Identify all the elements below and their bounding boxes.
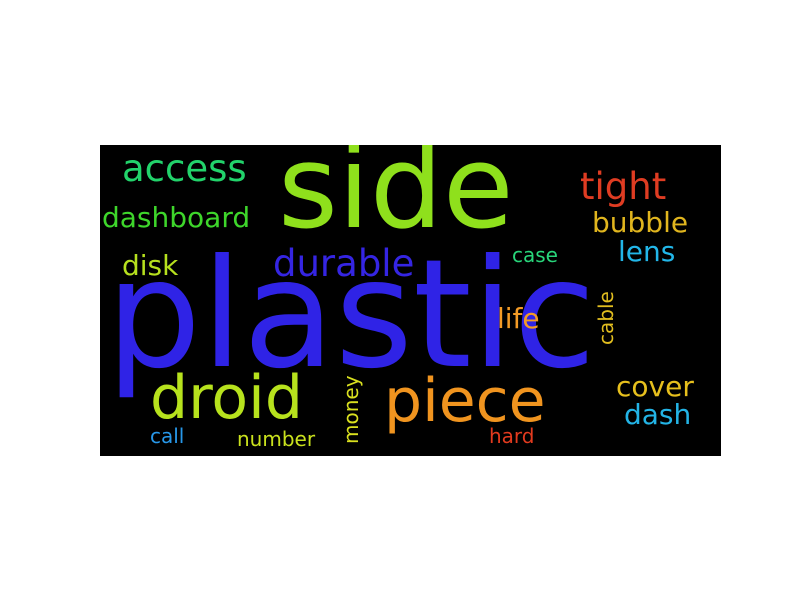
word-disk: disk [122,249,179,282]
word-plastic: plastic [106,228,596,402]
word-cable: cable [594,291,618,345]
word-durable: durable [273,242,415,285]
word-side: side [278,145,514,255]
word-lens: lens [618,235,676,268]
word-life: life [497,302,540,335]
word-cover: cover [616,370,694,403]
word-tight: tight [580,165,667,208]
word-bubble: bubble [592,206,689,239]
word-piece: piece [384,366,546,436]
word-dash: dash [624,398,692,431]
word-dashboard: dashboard [102,201,251,234]
word-hard: hard [489,424,535,448]
word-access: access [122,147,247,190]
word-money: money [339,375,363,444]
word-number: number [237,427,316,451]
word-droid: droid [150,363,303,433]
word-cloud: plastic side access tight dashboard bubb… [100,145,721,456]
word-call: call [150,424,185,448]
word-case: case [512,243,558,267]
